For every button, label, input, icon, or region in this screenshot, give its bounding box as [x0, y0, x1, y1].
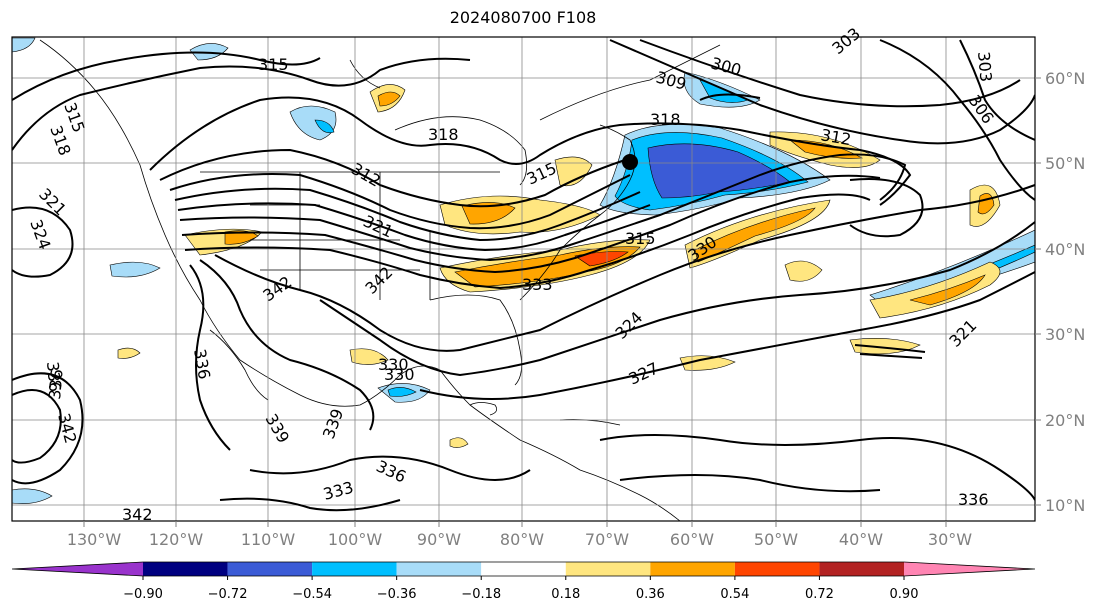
- longitude-label: 50°W: [754, 530, 798, 549]
- negative-anomaly-region: [647, 143, 791, 199]
- contour-label: 342: [54, 411, 80, 445]
- contour-label: 336: [43, 361, 65, 393]
- contour-label: 306: [965, 91, 998, 127]
- colorbar-segment: [312, 562, 397, 576]
- colorbar: −0.90 −0.72 −0.54 −0.36 −0.18 0.18 0.36 0.54 0.7…: [11, 561, 1036, 602]
- positive-anomaly-region: [377, 91, 401, 107]
- contour-label: 339: [319, 406, 347, 441]
- longitude-label: 90°W: [417, 530, 461, 549]
- latitude-label: 60°N: [1045, 69, 1085, 88]
- colorbar-segment: [143, 562, 228, 576]
- colorbar-segment: [565, 562, 651, 576]
- longitude-label: 100°W: [328, 530, 383, 549]
- contour-label: 336: [958, 490, 989, 509]
- negative-anomaly-region: [387, 387, 417, 397]
- contour-label: 312: [348, 159, 384, 191]
- coastlines: [39, 39, 721, 521]
- colorbar-tick-label: −0.54: [292, 587, 332, 602]
- positive-anomaly-region: [349, 348, 389, 365]
- negative-anomaly-region: [12, 488, 53, 504]
- contour-label: 342: [259, 272, 295, 305]
- map-title: 2024080700 F108: [449, 8, 597, 27]
- contour-label: 321: [945, 316, 980, 351]
- latitude-label: 50°N: [1045, 154, 1085, 173]
- contour-label: 318: [428, 125, 459, 144]
- contour-label: 321: [35, 184, 70, 219]
- colorbar-tick-label: −0.72: [208, 587, 248, 602]
- latitude-label: 20°N: [1045, 411, 1085, 430]
- contour-label: 315: [258, 55, 289, 74]
- latitude-label: 30°N: [1045, 325, 1085, 344]
- colorbar-segment: [650, 562, 735, 576]
- colorbar-segment: [481, 562, 566, 576]
- longitude-label: 60°W: [670, 530, 714, 549]
- contour-label: 336: [373, 456, 409, 486]
- negative-anomaly-region: [189, 43, 229, 61]
- colorbar-extend-high: [904, 562, 1035, 576]
- positive-anomaly-region: [784, 260, 823, 282]
- positive-anomaly-region: [679, 355, 736, 371]
- shaded-anomalies: [12, 37, 1035, 504]
- negative-anomaly-region: [109, 261, 161, 278]
- colorbar-tick-label: 0.72: [805, 587, 834, 602]
- contour-label: 339: [262, 411, 294, 447]
- contour-label: 342: [361, 263, 396, 298]
- colorbar-tick-label: 0.36: [636, 587, 665, 602]
- contour-label: 318: [650, 110, 681, 129]
- colorbar-tick-label: −0.90: [123, 587, 163, 602]
- contour-label: 303: [828, 24, 864, 58]
- positive-anomaly-region: [449, 437, 469, 448]
- contour-label: 336: [190, 347, 214, 380]
- positive-anomaly-region: [869, 261, 1001, 319]
- longitude-label: 70°W: [585, 530, 629, 549]
- negative-anomaly-region: [289, 105, 337, 141]
- latitude-labels: 60°N 50°N 40°N 30°N 20°N 10°N: [1045, 69, 1085, 515]
- storm-position-marker: [622, 154, 638, 170]
- colorbar-extend-low: [12, 562, 143, 576]
- longitude-label: 30°W: [928, 530, 972, 549]
- longitude-label: 120°W: [149, 530, 204, 549]
- negative-anomaly-region: [314, 119, 335, 134]
- contour-label: 336: [45, 368, 67, 400]
- longitude-label: 80°W: [500, 530, 544, 549]
- map-frame: [11, 36, 1036, 522]
- colorbar-tick-label: −0.36: [377, 587, 417, 602]
- negative-anomaly-region: [12, 37, 36, 53]
- contour-label: 330: [378, 355, 409, 374]
- longitude-label: 130°W: [67, 530, 122, 549]
- contour-label: 330: [384, 365, 415, 384]
- contour-label: 327: [626, 358, 662, 388]
- latitude-label: 10°N: [1045, 496, 1085, 515]
- longitude-labels: 130°W 120°W 110°W 100°W 90°W 80°W 70°W 6…: [67, 530, 972, 549]
- contour-label: 315: [625, 229, 656, 248]
- colorbar-tick-label: −0.18: [461, 587, 501, 602]
- colorbar-segment: [819, 562, 904, 576]
- contour-label: 303: [974, 51, 996, 83]
- contour-label: 342: [122, 505, 153, 524]
- colorbar-tick-label: 0.18: [551, 587, 580, 602]
- contour-label: 324: [26, 217, 54, 252]
- longitude-label: 110°W: [241, 530, 296, 549]
- graticule: [12, 37, 1035, 521]
- positive-anomaly-region: [117, 347, 141, 359]
- colorbar-tick-label: 0.90: [890, 587, 919, 602]
- positive-anomaly-region: [554, 156, 593, 187]
- contour-label: 333: [522, 275, 553, 294]
- positive-anomaly-region: [461, 202, 516, 225]
- contour-label: 324: [611, 308, 646, 343]
- colorbar-segment: [227, 562, 313, 576]
- theta-contours: [12, 39, 1035, 512]
- colorbar-segment: [734, 562, 820, 576]
- latitude-label: 40°N: [1045, 240, 1085, 259]
- contour-label: 333: [321, 478, 355, 504]
- axis-ticks: [83, 77, 1041, 527]
- longitude-label: 40°W: [839, 530, 883, 549]
- positive-anomaly-region: [224, 230, 259, 245]
- contour-label: 300: [709, 54, 743, 80]
- positive-anomaly-region: [909, 274, 986, 306]
- colorbar-segment: [396, 562, 482, 576]
- colorbar-tick-label: 0.54: [720, 587, 749, 602]
